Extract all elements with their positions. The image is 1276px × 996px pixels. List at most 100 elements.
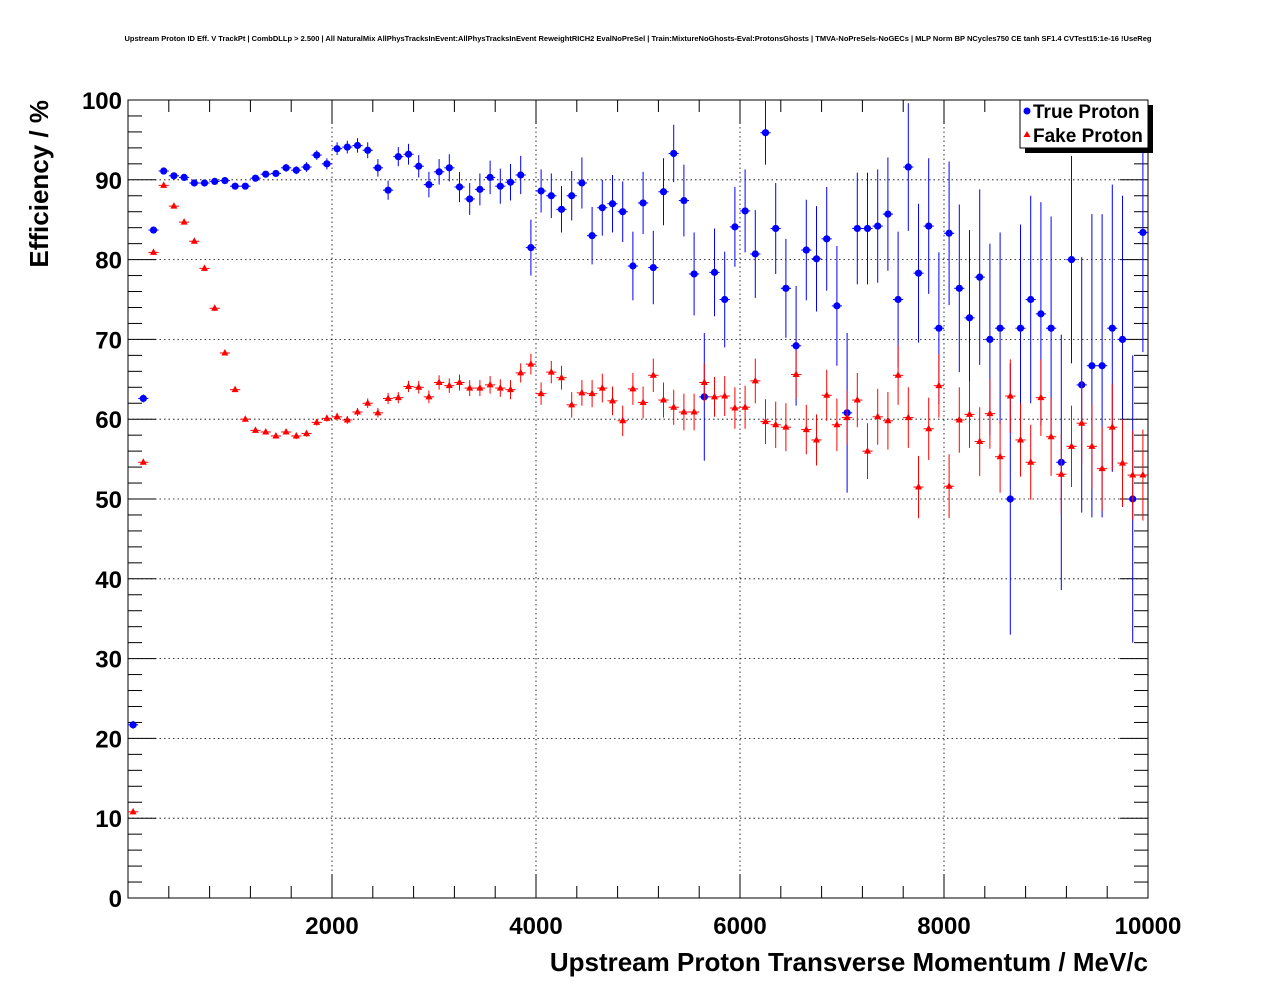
data-point <box>639 199 647 207</box>
data-point <box>557 205 566 213</box>
data-point <box>721 295 729 304</box>
data-point <box>894 295 902 304</box>
data-point <box>333 412 341 420</box>
data-point <box>751 250 759 258</box>
data-point <box>864 447 871 454</box>
data-point <box>221 348 229 356</box>
data-point <box>935 381 943 389</box>
data-point <box>1047 432 1055 440</box>
data-point <box>792 342 800 350</box>
data-point <box>252 426 259 433</box>
data-point <box>853 224 861 233</box>
data-point <box>1139 471 1147 478</box>
x-tick-labels: 2000 4000 6000 8000 10000 <box>305 913 1181 940</box>
data-point <box>272 169 280 178</box>
data-point <box>180 218 188 225</box>
data-point <box>588 232 596 240</box>
data-point <box>343 415 351 423</box>
data-point <box>965 314 974 322</box>
y-tick-label: 10 <box>95 806 122 833</box>
data-point <box>445 164 453 172</box>
data-point <box>547 368 555 375</box>
data-point <box>629 262 637 270</box>
data-point <box>670 403 678 410</box>
data-point <box>425 180 433 189</box>
data-point <box>384 186 392 194</box>
x-tick-label: 8000 <box>917 913 970 940</box>
y-tick-label: 0 <box>109 886 122 913</box>
data-point <box>925 222 933 230</box>
data-point <box>200 179 209 187</box>
data-point <box>262 427 270 435</box>
data-point <box>160 181 168 188</box>
data-point <box>333 145 341 153</box>
data-point <box>863 224 872 233</box>
data-point <box>884 416 892 424</box>
data-point <box>496 384 504 391</box>
data-point <box>986 335 994 343</box>
data-point <box>211 177 219 185</box>
data-point <box>292 431 300 439</box>
data-point <box>772 224 780 233</box>
data-point <box>415 383 423 390</box>
y-tick-label: 70 <box>95 327 122 354</box>
data-point <box>884 210 892 218</box>
data-point <box>659 188 668 196</box>
data-point <box>292 166 300 174</box>
data-point <box>150 248 157 255</box>
y-tick-label: 20 <box>95 726 122 753</box>
legend-marker-fake-proton <box>1023 131 1031 137</box>
data-point <box>201 264 208 271</box>
data-point <box>813 435 820 443</box>
data-point <box>170 172 178 180</box>
data-point <box>925 424 933 432</box>
data-point <box>741 207 749 215</box>
data-point <box>843 413 851 421</box>
data-point <box>180 173 188 182</box>
data-point <box>231 385 239 393</box>
data-point <box>966 410 973 417</box>
data-point <box>609 396 616 404</box>
data-point <box>761 129 770 137</box>
data-point <box>1037 310 1045 318</box>
data-point <box>1027 458 1035 465</box>
data-point <box>741 403 749 410</box>
data-point <box>833 420 841 428</box>
legend: True Proton Fake Proton <box>1019 99 1153 153</box>
data-point <box>812 255 821 263</box>
data-point <box>323 160 331 168</box>
data-point <box>466 384 474 391</box>
data-point <box>1108 324 1116 332</box>
data-point <box>486 173 494 182</box>
data-point <box>762 417 769 425</box>
data-point <box>1078 419 1086 426</box>
data-point <box>303 429 310 437</box>
data-point <box>374 408 382 416</box>
data-point <box>558 373 565 381</box>
data-point <box>772 420 780 428</box>
data-point <box>313 151 321 159</box>
data-point <box>690 270 698 278</box>
data-point <box>1027 295 1035 304</box>
data-point <box>1006 392 1014 399</box>
data-point <box>486 380 494 388</box>
data-point <box>751 376 759 384</box>
series-fake-proton <box>128 181 1148 815</box>
data-point <box>670 149 678 158</box>
data-point <box>802 246 810 254</box>
data-point <box>1088 442 1096 449</box>
data-point <box>945 482 953 489</box>
data-point <box>476 384 484 391</box>
data-point <box>914 269 923 277</box>
data-point <box>190 179 198 187</box>
x-tick-label: 2000 <box>305 913 358 940</box>
data-point <box>1098 464 1106 472</box>
data-point <box>710 268 719 276</box>
data-point <box>833 302 841 310</box>
data-point <box>1067 256 1076 264</box>
data-point <box>680 196 688 205</box>
legend-box <box>1019 99 1149 149</box>
data-point <box>190 237 198 244</box>
data-point <box>578 388 586 396</box>
